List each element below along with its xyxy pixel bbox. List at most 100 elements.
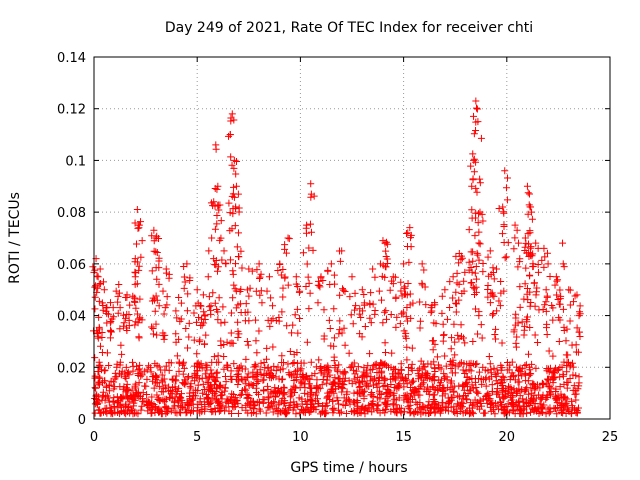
data-point	[553, 291, 561, 299]
data-point	[310, 192, 318, 200]
data-point	[447, 377, 455, 385]
data-point	[242, 300, 250, 308]
data-point	[454, 331, 462, 339]
data-point	[167, 359, 175, 367]
data-point	[470, 156, 478, 164]
data-point	[307, 180, 315, 188]
data-point	[575, 373, 583, 381]
data-point	[330, 305, 338, 313]
data-point	[550, 404, 558, 412]
data-point	[412, 398, 420, 406]
data-point	[123, 392, 131, 400]
data-point	[155, 382, 163, 390]
data-point	[543, 331, 551, 339]
data-point	[130, 409, 138, 417]
data-point	[446, 278, 454, 286]
data-point	[258, 299, 266, 307]
data-point	[420, 385, 428, 393]
axis-ticks: 0 5 10 15 20 25 0 0.02 0.04 0.06 0.08 0.1 0.12 0.14	[57, 51, 618, 445]
data-point	[477, 375, 485, 383]
data-point	[532, 239, 540, 247]
data-point	[135, 262, 143, 270]
data-point	[255, 398, 263, 406]
data-point	[251, 401, 259, 409]
data-point	[196, 336, 204, 344]
data-point	[208, 388, 216, 396]
data-point	[331, 280, 339, 288]
data-point	[228, 410, 236, 418]
data-point	[472, 158, 480, 166]
data-point	[387, 311, 395, 319]
data-point	[340, 381, 348, 389]
data-point	[467, 362, 475, 370]
data-point	[141, 367, 149, 375]
data-point	[193, 286, 201, 294]
data-point	[509, 406, 517, 414]
data-point	[490, 275, 498, 283]
data-point	[552, 387, 560, 395]
data-point	[438, 292, 446, 300]
data-point	[182, 409, 190, 417]
data-point	[433, 353, 441, 361]
data-point	[532, 288, 540, 296]
data-point	[152, 320, 160, 328]
data-point	[361, 323, 369, 331]
data-point	[155, 302, 163, 310]
data-point	[305, 279, 313, 287]
data-point	[382, 362, 390, 370]
data-point	[252, 316, 260, 324]
data-point	[91, 266, 99, 274]
data-point	[286, 347, 294, 355]
data-point	[390, 389, 398, 397]
data-point	[132, 304, 140, 312]
data-point	[441, 286, 449, 294]
data-point	[335, 330, 343, 338]
data-point	[232, 182, 240, 190]
data-point	[520, 295, 528, 303]
data-point	[116, 325, 124, 333]
data-point	[324, 266, 332, 274]
data-point	[470, 168, 478, 176]
data-point	[307, 407, 315, 415]
data-point	[112, 287, 120, 295]
data-point	[91, 283, 99, 291]
data-point	[398, 310, 406, 318]
data-point	[467, 409, 475, 417]
data-point	[529, 250, 537, 258]
data-point	[256, 291, 264, 299]
data-point	[185, 319, 193, 327]
data-point	[248, 267, 256, 275]
data-point	[320, 371, 328, 379]
data-point	[262, 355, 270, 363]
data-point	[161, 366, 169, 374]
data-point	[206, 383, 214, 391]
data-point	[522, 371, 530, 379]
data-point	[109, 397, 117, 405]
data-point	[110, 402, 118, 410]
data-point	[97, 279, 105, 287]
data-point	[252, 362, 260, 370]
grid-lines	[94, 57, 610, 419]
data-point	[307, 358, 315, 366]
data-point	[387, 407, 395, 415]
data-point	[212, 257, 220, 265]
data-point	[515, 367, 523, 375]
data-point	[391, 374, 399, 382]
data-point	[145, 362, 153, 370]
data-point	[374, 406, 382, 414]
data-point	[538, 256, 546, 264]
data-point	[230, 193, 238, 201]
data-point	[128, 405, 136, 413]
data-point	[233, 371, 241, 379]
data-point	[396, 320, 404, 328]
data-point	[304, 273, 312, 281]
data-point	[564, 351, 572, 359]
data-point	[362, 371, 370, 379]
data-point	[526, 244, 534, 252]
data-point	[459, 366, 467, 374]
data-point	[326, 324, 334, 332]
data-point	[405, 405, 413, 413]
data-point	[208, 234, 216, 242]
data-point	[234, 318, 242, 326]
data-point	[289, 406, 297, 414]
